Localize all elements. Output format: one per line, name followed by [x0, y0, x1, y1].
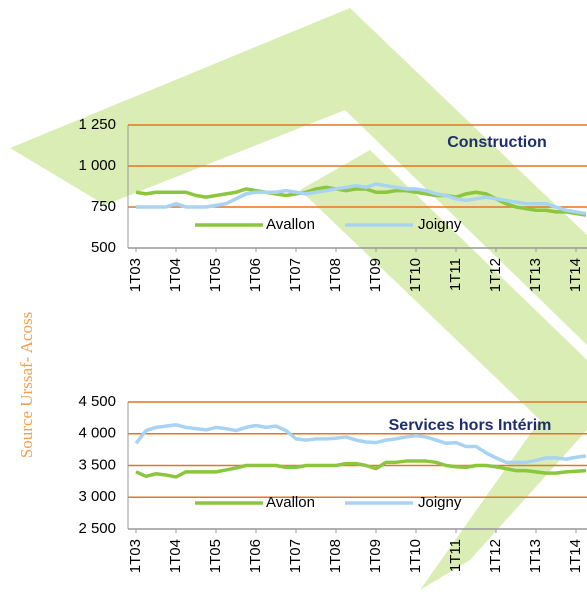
- y-tick-label: 4 000: [78, 425, 116, 442]
- y-tick-label: 3 500: [78, 456, 116, 473]
- y-tick-label: 500: [91, 239, 116, 256]
- x-tick-label: 1T11: [447, 539, 464, 572]
- x-tick-label: 1T07: [287, 539, 304, 573]
- chart-title: Services hors Intérim: [389, 417, 552, 434]
- legend-label: Avallon: [266, 494, 315, 511]
- x-tick-label: 1T03: [127, 539, 144, 573]
- x-tick-label: 1T07: [287, 258, 304, 292]
- y-tick-label: 3 000: [78, 488, 116, 505]
- x-tick-label: 1T06: [247, 539, 264, 573]
- x-tick-label: 1T04: [167, 539, 184, 573]
- x-tick-label: 1T10: [407, 539, 424, 573]
- page: Source Urssaf- Acoss 500 750 1 000 1 250 1T0…: [0, 0, 587, 600]
- x-tick-label: 1T08: [327, 539, 344, 573]
- x-tick-label: 1T11: [447, 258, 464, 291]
- legend-label: Joigny: [418, 216, 462, 233]
- x-tick-label: 1T13: [527, 258, 544, 292]
- y-tick-label: 750: [91, 198, 116, 215]
- y-tick-label: 4 500: [78, 393, 116, 410]
- x-tick-label: 1T13: [527, 539, 544, 573]
- x-tick-label: 1T09: [367, 258, 384, 292]
- x-tick-label: 1T09: [367, 539, 384, 573]
- x-tick-label: 1T14: [567, 539, 584, 573]
- x-tick-label: 1T05: [207, 539, 224, 573]
- y-tick-label: 1 000: [78, 157, 116, 174]
- x-tick-label: 1T14: [567, 258, 584, 292]
- source-note: Source Urssaf- Acoss: [17, 312, 36, 458]
- legend-label: Joigny: [418, 494, 462, 511]
- legend-label: Avallon: [266, 216, 315, 233]
- x-tick-label: 1T05: [207, 258, 224, 292]
- chart-title: Construction: [447, 134, 547, 151]
- x-tick-label: 1T04: [167, 258, 184, 292]
- x-tick-label: 1T06: [247, 258, 264, 292]
- x-tick-label: 1T08: [327, 258, 344, 292]
- y-tick-label: 2 500: [78, 520, 116, 537]
- x-tick-label: 1T12: [487, 258, 504, 292]
- x-tick-label: 1T10: [407, 258, 424, 292]
- y-tick-label: 1 250: [78, 116, 116, 133]
- x-tick-label: 1T12: [487, 539, 504, 573]
- x-tick-label: 1T03: [127, 258, 144, 292]
